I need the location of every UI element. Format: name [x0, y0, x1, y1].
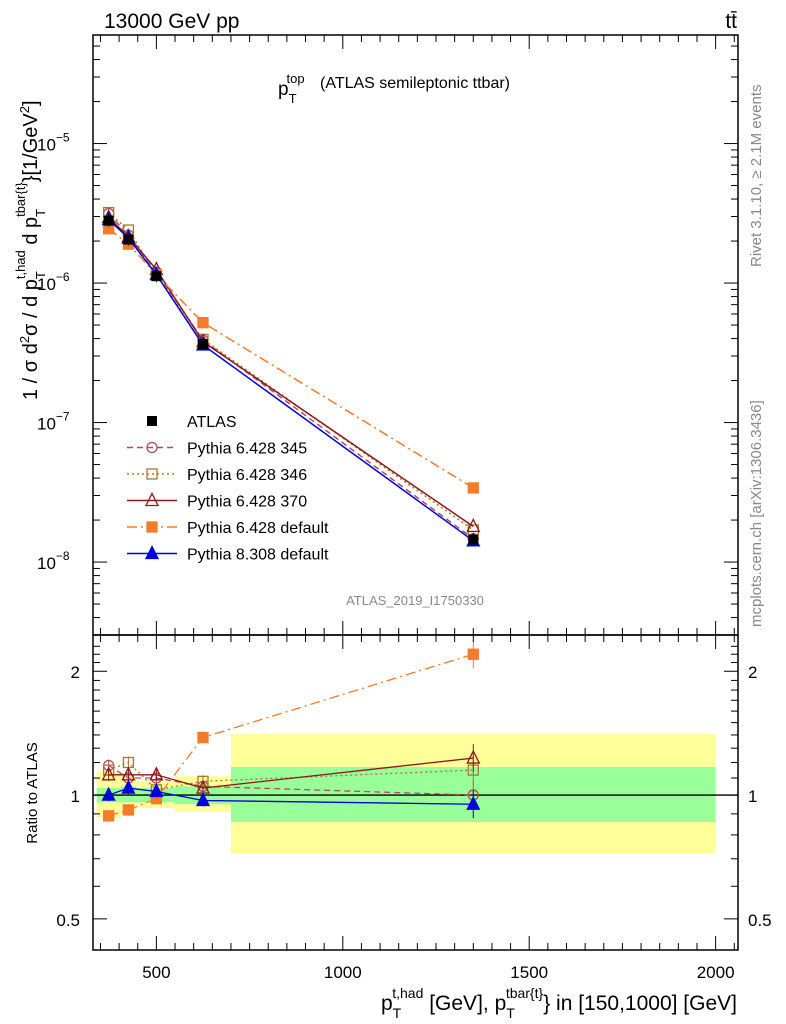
legend-label-3: Pythia 6.428 default	[187, 520, 329, 537]
legend: ATLAS Pythia 6.428 345 Pythia 6.428 346 Pyt…	[127, 414, 329, 564]
ratio-3-point	[467, 648, 479, 660]
x-tick-label: 2000	[697, 963, 735, 982]
chart-title: (ATLAS semileptonic ttbar)	[320, 75, 510, 92]
ratio-3-point	[122, 804, 135, 816]
x-tick-label: 1500	[510, 963, 548, 982]
y-tick-label-lower: 2	[71, 663, 80, 682]
y-tick-label-lower-right: 0.5	[748, 911, 772, 930]
x-axis-label: pTt,had [GeV], pTtbar{t}} in [150,1000] …	[381, 985, 737, 1021]
header-right: tt̄	[725, 10, 737, 33]
ratio-line-3	[108, 653, 474, 817]
legend-marker-3	[146, 521, 158, 533]
y-tick-label-lower: 0.5	[56, 911, 80, 930]
upper-panel: 10−810−710−610−5 pTtop (ATLAS semilepton…	[13, 34, 739, 636]
series-3-point	[197, 317, 209, 329]
title-symbol-sub: T	[289, 91, 297, 106]
lower-ylabel: Ratio to ATLAS	[24, 742, 41, 843]
ratio-4-point	[101, 786, 116, 801]
ratio-4-point	[195, 792, 211, 807]
legend-marker-reference	[147, 416, 157, 426]
header-left: 13000 GeV pp	[104, 10, 239, 33]
y-tick-label-lower-right: 2	[748, 663, 757, 682]
series-3-point	[467, 482, 479, 494]
x-tick-labels: 500 1000 1500 2000	[142, 963, 734, 982]
reference-point	[468, 534, 479, 545]
ratio-3-point	[197, 731, 209, 744]
ratio-4-point	[121, 779, 136, 794]
lower-axis-ticks: 0.5 0.5 1 1 2 2	[56, 635, 772, 950]
analysis-watermark: ATLAS_2019_I1750330	[346, 593, 484, 608]
y-tick-label-upper: 10−8	[37, 549, 70, 573]
ratio-4-point	[149, 783, 164, 798]
reference-point	[151, 271, 162, 282]
legend-marker-0	[146, 441, 158, 454]
title-symbol: pTtop	[278, 71, 305, 106]
y-tick-label-lower: 1	[71, 787, 80, 806]
side-text-bottom: mcplots.cern.ch [arXiv:1306.3436]	[748, 400, 765, 627]
series-2-point	[466, 517, 481, 533]
side-text-top: Rivet 3.1.10, ≥ 2.1M events	[748, 85, 765, 268]
legend-marker-2	[144, 492, 160, 507]
reference-point	[197, 339, 208, 350]
legend-label-reference: ATLAS	[187, 414, 237, 431]
ratio-2-point	[466, 749, 481, 764]
ratio-3-point	[103, 810, 115, 822]
upper-frame	[92, 34, 739, 636]
upper-plot-area	[101, 206, 481, 547]
lower-frame	[92, 634, 739, 951]
reference-point	[103, 215, 114, 226]
legend-marker-4	[144, 545, 160, 560]
reference-point	[123, 234, 134, 245]
legend-label-4: Pythia 8.308 default	[187, 547, 329, 564]
ratio-4-point	[466, 795, 481, 810]
legend-label-1: Pythia 6.428 346	[187, 467, 307, 484]
ratio-2-point	[149, 766, 164, 781]
x-tick-label: 1000	[324, 963, 362, 982]
legend-label-0: Pythia 6.428 345	[187, 441, 307, 458]
title-symbol-sup: top	[287, 71, 305, 86]
lower-panel: 0.5 0.5 1 1 2 2 Ratio to ATLAS	[24, 634, 772, 951]
legend-marker-1	[146, 468, 158, 480]
legend-label-2: Pythia 6.428 370	[187, 494, 307, 511]
y-tick-label-upper: 10−7	[37, 410, 70, 434]
y-tick-label-lower-right: 1	[748, 787, 757, 806]
lower-plot-area	[93, 640, 738, 854]
upper-axis-ticks: 10−810−710−610−5	[37, 35, 738, 636]
x-tick-label: 500	[142, 963, 170, 982]
ratio-2-point	[101, 766, 116, 781]
